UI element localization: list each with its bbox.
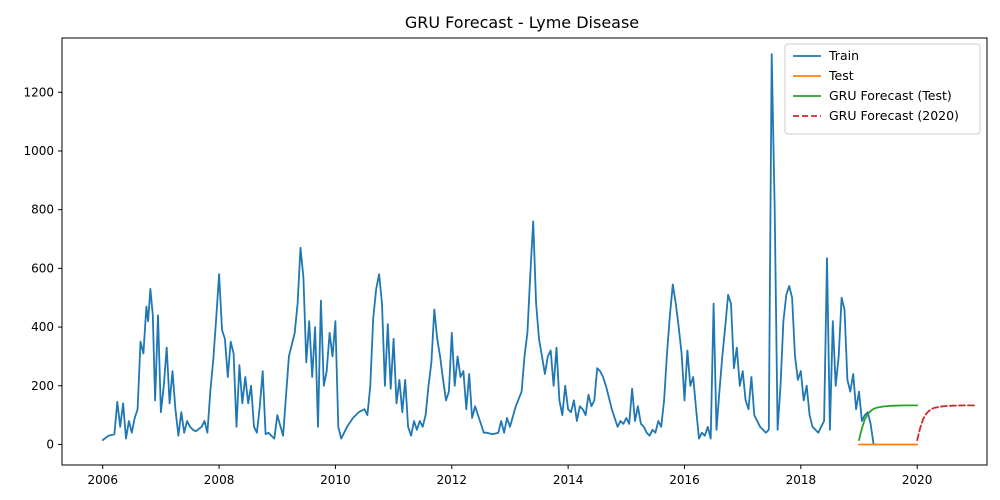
x-tick-label: 2018 [786, 473, 817, 487]
series-line-gru-forecast-2020 [916, 404, 977, 441]
chart-title: GRU Forecast - Lyme Disease [405, 13, 639, 32]
y-tick-label: 1000 [23, 144, 54, 158]
y-tick-label: 800 [31, 203, 54, 217]
legend-label: Test [828, 68, 854, 83]
legend-label: GRU Forecast (Test) [829, 88, 952, 103]
legend-label: Train [828, 48, 859, 63]
plot-area [61, 37, 988, 466]
x-tick-label: 2016 [669, 473, 700, 487]
x-tick-label: 2012 [437, 473, 468, 487]
series-line-gru-forecast-test [858, 404, 919, 441]
x-tick-label: 2006 [87, 473, 118, 487]
y-tick-label: 0 [46, 437, 54, 451]
legend: Train Test GRU Forecast (Test) GRU Forecast… [784, 43, 981, 135]
x-tick-label: 2020 [902, 473, 933, 487]
y-tick-label: 400 [31, 320, 54, 334]
series-layer [101, 53, 977, 446]
legend-box [784, 43, 981, 135]
y-tick-label: 200 [31, 379, 54, 393]
legend-label: GRU Forecast (2020) [829, 108, 959, 123]
series-line-train [101, 53, 878, 446]
x-tick-label: 2010 [320, 473, 351, 487]
y-tick-label: 600 [31, 261, 54, 275]
x-tick-label: 2014 [553, 473, 584, 487]
x-tick-label: 2008 [204, 473, 235, 487]
axis-ticks: 2006 2008 2010 2012 2014 2016 2018 2020 0 200 400 6… [23, 85, 932, 487]
y-tick-label: 1200 [23, 85, 54, 99]
